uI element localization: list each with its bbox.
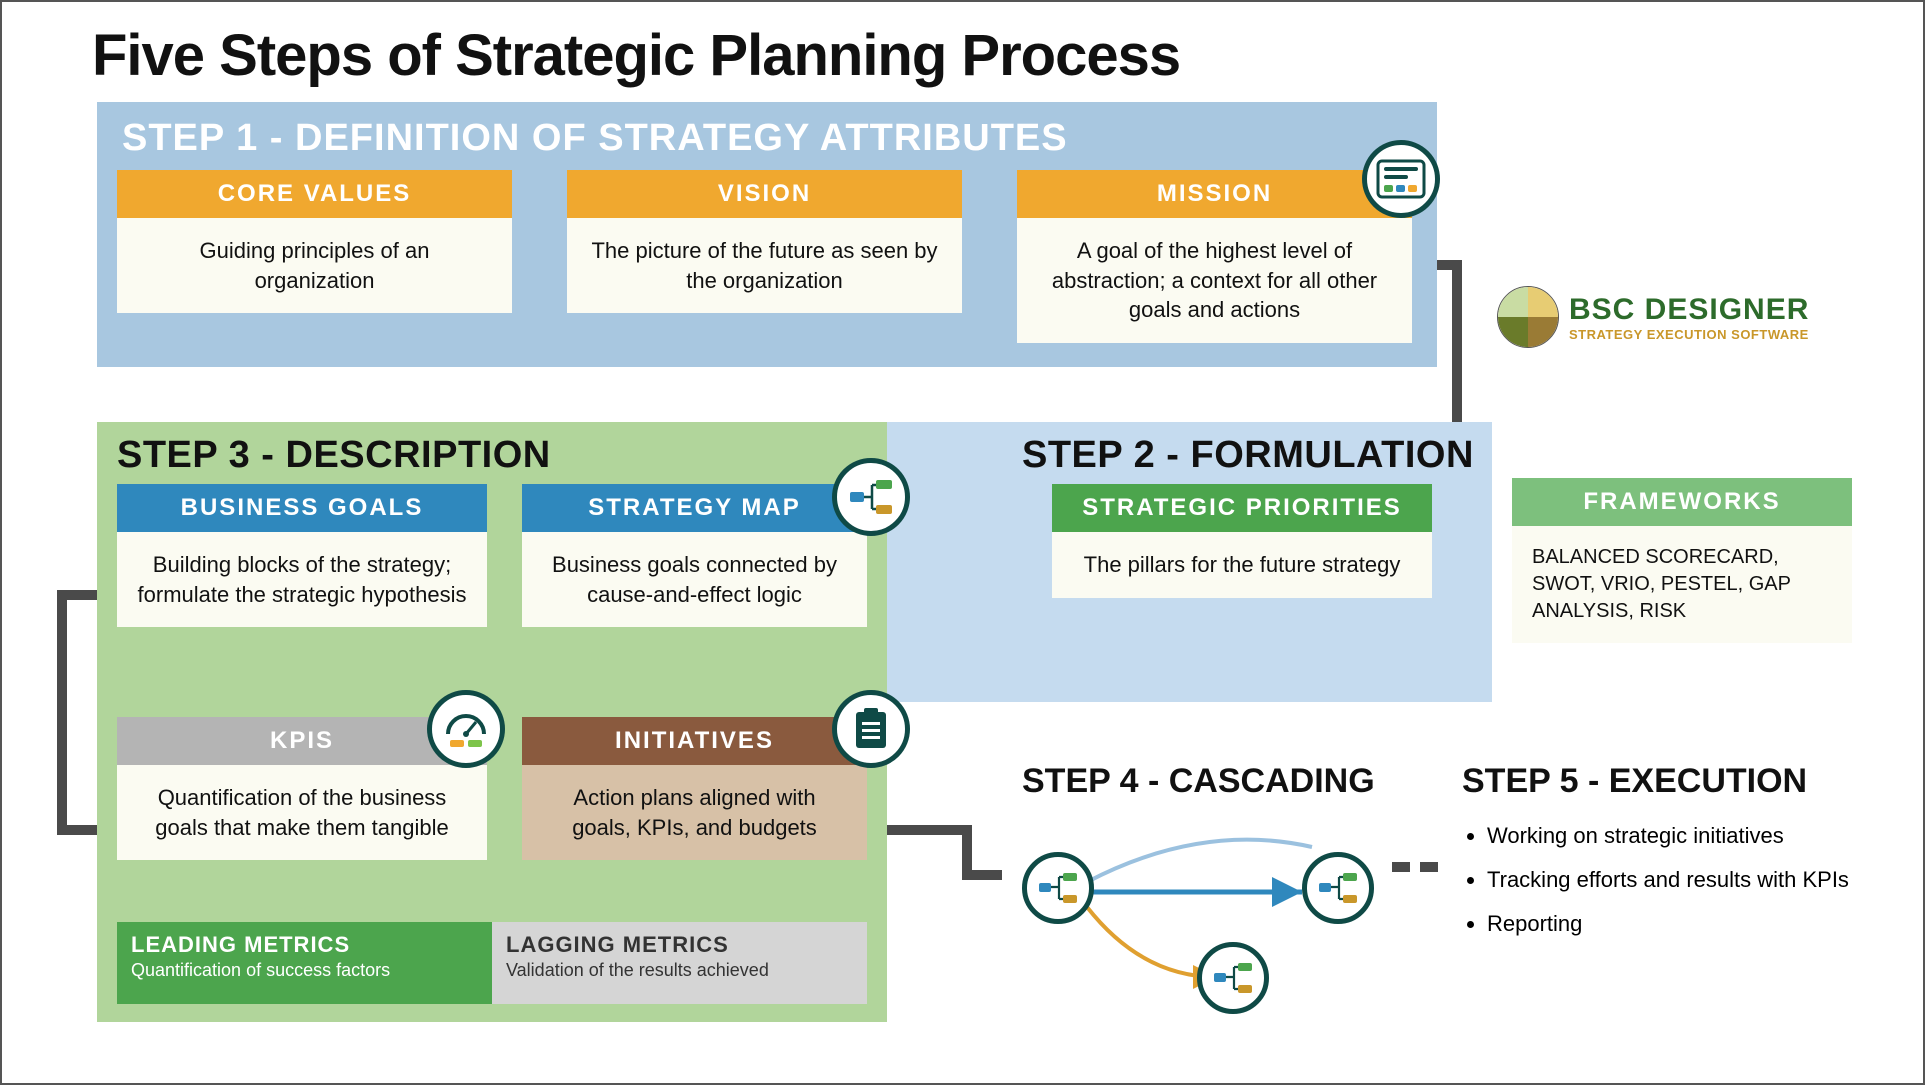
connector (1420, 862, 1438, 872)
connector (962, 870, 1002, 880)
logo-name: BSC DESIGNER (1569, 293, 1809, 327)
step5-panel: STEP 5 - EXECUTION Working on strategic … (1462, 762, 1862, 951)
step5-item: Working on strategic initiatives (1487, 819, 1862, 853)
strategy-map-icon (832, 458, 910, 536)
connector (882, 825, 972, 835)
card-strategy-map: STRATEGY MAP Business goals connected by… (522, 484, 867, 627)
cascade-node-icon (1302, 852, 1374, 924)
lagging-metrics-sub: Validation of the results achieved (506, 960, 853, 981)
card-strategic-priorities: STRATEGIC PRIORITIES The pillars for the… (1052, 484, 1432, 598)
card-body: The pillars for the future strategy (1052, 532, 1432, 598)
lagging-metrics: LAGGING METRICS Validation of the result… (492, 922, 867, 1004)
lagging-metrics-title: LAGGING METRICS (506, 932, 853, 958)
clipboard-icon (832, 690, 910, 768)
step3-label: STEP 3 - DESCRIPTION (97, 422, 887, 477)
card-body: The picture of the future as seen by the… (567, 218, 962, 313)
card-head: STRATEGY MAP (522, 484, 867, 532)
card-head: STRATEGIC PRIORITIES (1052, 484, 1432, 532)
page: Five Steps of Strategic Planning Process… (0, 0, 1925, 1085)
step4-label: STEP 4 - CASCADING (1022, 762, 1375, 801)
card-body: A goal of the highest level of abstracti… (1017, 218, 1412, 343)
card-body: BALANCED SCORECARD, SWOT, VRIO, PESTEL, … (1512, 526, 1852, 643)
step1-label: STEP 1 - DEFINITION OF STRATEGY ATTRIBUT… (97, 102, 1437, 170)
leading-metrics-sub: Quantification of success factors (131, 960, 478, 981)
card-head: CORE VALUES (117, 170, 512, 218)
gauge-icon (427, 690, 505, 768)
leading-metrics-title: LEADING METRICS (131, 932, 478, 958)
card-body: Business goals connected by cause-and-ef… (522, 532, 867, 627)
card-head: MISSION (1017, 170, 1412, 218)
card-business-goals: BUSINESS GOALS Building blocks of the st… (117, 484, 487, 627)
card-head: INITIATIVES (522, 717, 867, 765)
logo-tagline: STRATEGY EXECUTION SOFTWARE (1569, 327, 1809, 342)
leading-metrics: LEADING METRICS Quantification of succes… (117, 922, 492, 1004)
task-list-icon (1362, 140, 1440, 218)
card-mission: MISSION A goal of the highest level of a… (1017, 170, 1412, 343)
card-head: BUSINESS GOALS (117, 484, 487, 532)
card-frameworks: FRAMEWORKS BALANCED SCORECARD, SWOT, VRI… (1512, 478, 1852, 643)
step5-item: Tracking efforts and results with KPIs (1487, 863, 1862, 897)
step5-label: STEP 5 - EXECUTION (1462, 762, 1862, 801)
card-vision: VISION The picture of the future as seen… (567, 170, 962, 313)
step1-panel: STEP 1 - DEFINITION OF STRATEGY ATTRIBUT… (97, 102, 1437, 367)
logo-pie-icon (1497, 286, 1559, 348)
card-body: Quantification of the business goals tha… (117, 765, 487, 860)
metrics-bar: LEADING METRICS Quantification of succes… (117, 922, 867, 1004)
card-initiatives: INITIATIVES Action plans aligned with go… (522, 717, 867, 860)
card-head: FRAMEWORKS (1512, 478, 1852, 526)
card-core-values: CORE VALUES Guiding principles of an org… (117, 170, 512, 313)
card-body: Action plans aligned with goals, KPIs, a… (522, 765, 867, 860)
cascade-node-icon (1022, 852, 1094, 924)
page-title: Five Steps of Strategic Planning Process (2, 22, 1923, 89)
bsc-designer-logo: BSC DESIGNER STRATEGY EXECUTION SOFTWARE (1497, 277, 1867, 357)
cascade-diagram (1002, 812, 1402, 1022)
card-body: Guiding principles of an organization (117, 218, 512, 313)
card-body: Building blocks of the strategy; formula… (117, 532, 487, 627)
card-head: VISION (567, 170, 962, 218)
connector (57, 590, 67, 835)
step5-item: Reporting (1487, 907, 1862, 941)
step3-panel: STEP 3 - DESCRIPTION BUSINESS GOALS Buil… (97, 422, 887, 1022)
cascade-node-icon (1197, 942, 1269, 1014)
